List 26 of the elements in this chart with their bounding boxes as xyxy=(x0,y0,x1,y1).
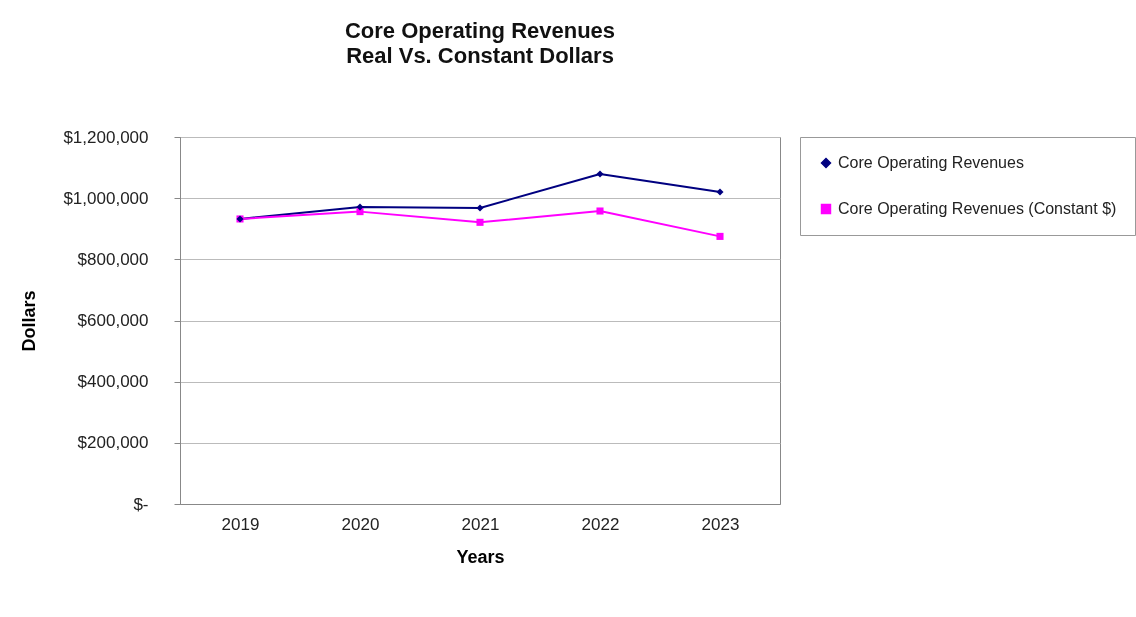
point xyxy=(356,208,364,216)
y-tick-label: $400,000 xyxy=(77,372,149,392)
chart-subtitle: Real Vs. Constant Dollars xyxy=(346,43,614,68)
point xyxy=(476,204,484,212)
legend-label: Core Operating Revenues xyxy=(838,154,1024,171)
point xyxy=(356,203,364,211)
y-tick-label: $800,000 xyxy=(77,249,149,269)
y-axis-title: Dollars xyxy=(19,290,40,352)
x-tick-label: 2019 xyxy=(221,514,260,534)
legend-label: Core Operating Revenues (Constant $) xyxy=(838,200,1117,217)
y-tick-label: $200,000 xyxy=(77,433,149,453)
x-axis-title: Years xyxy=(456,546,505,567)
point xyxy=(476,218,484,226)
point xyxy=(596,170,604,178)
chart-title: Core Operating Revenues xyxy=(344,18,616,43)
point xyxy=(716,232,724,240)
point xyxy=(716,188,724,196)
point xyxy=(596,207,604,215)
x-tick-label: 2023 xyxy=(701,514,740,534)
y-tick-label: $1,000,000 xyxy=(63,188,149,208)
y-tick-label: $600,000 xyxy=(77,311,149,330)
x-tick-label: 2020 xyxy=(341,514,380,534)
y-tick-label: $- xyxy=(133,494,149,514)
x-tick-label: 2021 xyxy=(461,514,500,534)
y-tick-label: $1,200,000 xyxy=(63,127,149,147)
x-tick-label: 2022 xyxy=(581,514,620,534)
